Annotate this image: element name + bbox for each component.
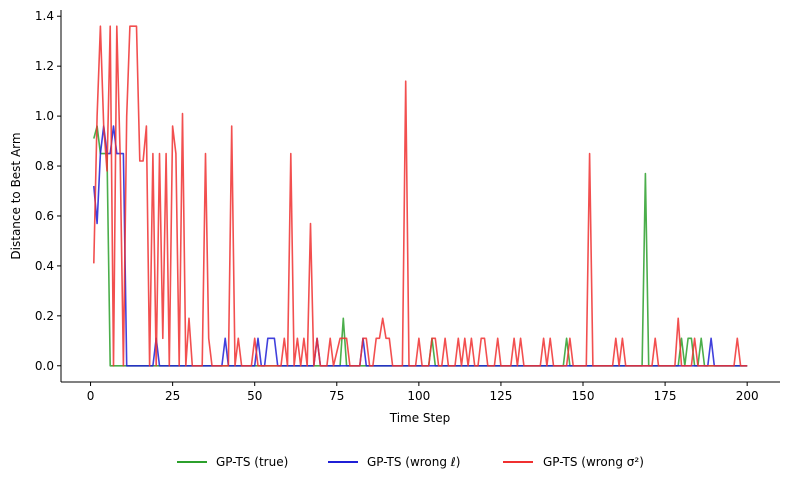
legend-label-true: GP-TS (true) [216,455,288,469]
x-axis-ticks: 0 25 50 75 100 125 150 175 200 [87,382,759,403]
y-tick-label: 1.4 [35,9,54,23]
x-axis-title: Time Step [389,411,451,425]
x-tick-label: 100 [407,389,430,403]
y-tick-label: 0.0 [35,359,54,373]
y-axis-title: Distance to Best Arm [9,132,23,259]
y-tick-label: 0.2 [35,309,54,323]
x-tick-label: 50 [247,389,262,403]
legend: GP-TS (true) GP-TS (wrong ℓ) GP-TS (wron… [177,455,644,469]
legend-label-wrong-sigma: GP-TS (wrong σ²) [543,455,644,469]
y-tick-label: 0.6 [35,209,54,223]
x-tick-label: 0 [87,389,95,403]
y-tick-label: 1.2 [35,59,54,73]
series-line-wrong-sigma [93,25,748,367]
x-tick-label: 175 [654,389,677,403]
series-line-wrong-l [93,125,748,367]
y-tick-label: 1.0 [35,109,54,123]
y-axis-ticks: 0.0 0.2 0.4 0.6 0.8 1.0 1.2 1.4 [35,9,61,373]
y-tick-label: 0.8 [35,159,54,173]
y-tick-label: 0.4 [35,259,54,273]
plot-area [93,25,748,367]
x-tick-label: 25 [165,389,180,403]
series-line-true [93,125,748,367]
x-tick-label: 75 [329,389,344,403]
legend-label-wrong-l: GP-TS (wrong ℓ) [367,455,460,469]
x-tick-label: 125 [489,389,512,403]
x-tick-label: 150 [572,389,595,403]
x-tick-label: 200 [736,389,759,403]
